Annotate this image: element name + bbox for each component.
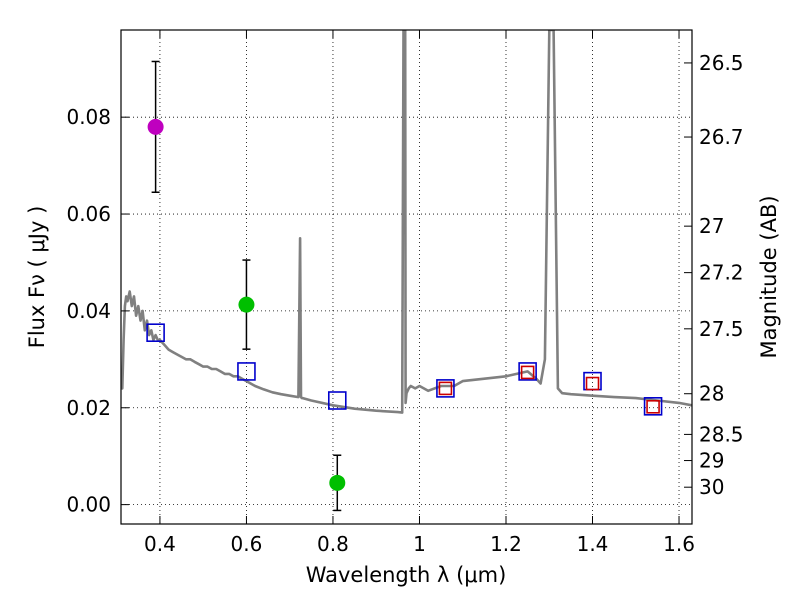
x-tick-label: 0.8 — [317, 532, 349, 556]
plot-frame — [120, 29, 693, 525]
mag-tick-label: 29 — [699, 449, 724, 473]
model-photometry-square — [436, 379, 455, 398]
model-photometry-square-alt — [585, 376, 600, 391]
y-tick-label: 0.06 — [66, 202, 111, 226]
model-photometry-square — [643, 397, 663, 416]
spectrum-line — [121, 30, 692, 414]
photometry-point — [329, 474, 346, 491]
model-photometry-square-alt — [438, 381, 453, 396]
axis-ticks: 0.4 0.6 0.8 1 1.2 1.4 1.6 0.00 0.02 0.04 0.06 0.08 2… — [66, 30, 744, 556]
model-photometry-square-alt — [646, 399, 660, 414]
model-photometry-square — [237, 362, 256, 381]
x-tick-label: 1.2 — [490, 532, 522, 556]
x-tick-label: 0.6 — [231, 532, 263, 556]
mag-tick-label: 27.2 — [699, 261, 744, 285]
x-axis-title: Wavelength λ (μm) — [306, 563, 507, 587]
model-photometry-square — [146, 323, 165, 342]
y-tick-label: 0.02 — [66, 396, 111, 420]
photometry-point — [147, 118, 164, 135]
x-tick-label: 1.6 — [663, 532, 695, 556]
x-tick-label: 0.4 — [144, 532, 176, 556]
y-tick-label: 0.00 — [66, 493, 111, 517]
photometry-point — [238, 296, 255, 313]
mag-tick-label: 30 — [699, 475, 724, 499]
y2-axis-title: Magnitude (AB) — [757, 195, 781, 358]
mag-tick-label: 26.5 — [699, 51, 744, 75]
mag-tick-label: 28.5 — [699, 422, 744, 446]
y-tick-label: 0.08 — [66, 105, 111, 129]
y-tick-label: 0.04 — [66, 299, 111, 323]
mag-tick-label: 27.5 — [699, 317, 744, 341]
x-tick-label: 1.4 — [577, 532, 609, 556]
mag-tick-label: 28 — [699, 382, 724, 406]
y-axis-title: Flux Fν ( μJy ) — [25, 206, 49, 349]
model-photometry-square — [327, 391, 347, 410]
mag-tick-label: 27 — [699, 214, 724, 238]
model-photometry-square — [518, 362, 537, 381]
mag-tick-label: 26.7 — [699, 125, 744, 149]
model-photometry-square-alt — [520, 365, 535, 380]
plot-area — [121, 30, 692, 512]
x-tick-label: 1 — [413, 532, 426, 556]
